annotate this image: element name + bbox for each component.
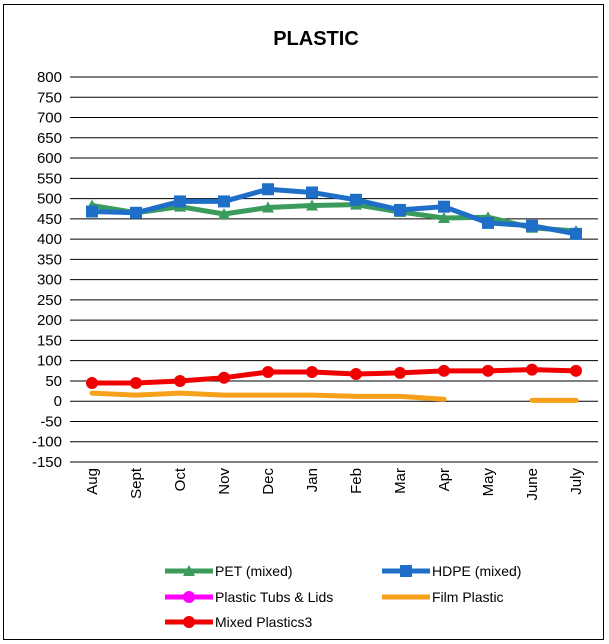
data-point [174, 374, 186, 387]
data-point [482, 216, 494, 229]
chart-title: PLASTIC [273, 28, 359, 50]
y-tick-label: 450 [37, 211, 62, 228]
legend-label: Plastic Tubs & Lids [215, 589, 333, 605]
data-point [174, 195, 186, 208]
series-line [89, 367, 579, 386]
legend-label: PET (mixed) [215, 563, 293, 579]
x-tick-label: Oct [172, 467, 189, 491]
data-point [394, 366, 406, 379]
series-line [89, 202, 579, 234]
x-tick-label: Apr [436, 468, 453, 491]
data-point [262, 201, 274, 213]
y-tick-label: 500 [37, 191, 62, 208]
data-point [218, 195, 230, 208]
data-point [306, 186, 318, 199]
x-tick-label: May [480, 468, 497, 497]
x-tick-label: Aug [84, 468, 101, 495]
y-tick-label: 550 [37, 170, 62, 187]
y-tick-label: 650 [37, 130, 62, 147]
series-mixed-plastics3 [86, 363, 582, 389]
data-point [262, 366, 274, 379]
legend-label: Mixed Plastics3 [215, 614, 312, 630]
x-tick-label: Sept [128, 467, 145, 499]
legend-swatch-marker [183, 616, 195, 628]
legend-label: HDPE (mixed) [432, 563, 521, 579]
y-tick-label: 700 [37, 110, 62, 127]
y-tick-label: -150 [32, 454, 62, 471]
y-tick-label: 800 [37, 69, 62, 86]
legend-entry: PET (mixed) [165, 563, 293, 579]
data-point [86, 376, 98, 389]
data-point [526, 363, 538, 376]
y-tick-label: 200 [37, 312, 62, 329]
data-point [526, 219, 538, 232]
legend-swatch-marker [183, 591, 195, 603]
y-tick-label: 350 [37, 251, 62, 268]
y-tick-label: 0 [54, 393, 62, 410]
x-tick-label: June [524, 468, 541, 501]
y-tick-label: 50 [45, 373, 62, 390]
legend-entry: Plastic Tubs & Lids [165, 589, 333, 605]
data-point [438, 200, 450, 213]
data-point [438, 212, 450, 224]
data-point [86, 205, 98, 218]
legend-swatch-marker [183, 565, 195, 576]
data-point [438, 364, 450, 377]
data-point [350, 368, 362, 381]
data-point [350, 193, 362, 206]
legend-entry: Film Plastic [382, 589, 504, 605]
y-tick-label: -50 [40, 413, 62, 430]
data-point [570, 364, 582, 377]
x-tick-label: Feb [348, 468, 365, 494]
series-line [89, 390, 447, 402]
legend-entry: Mixed Plastics3 [165, 614, 312, 630]
y-tick-label: 250 [37, 292, 62, 309]
data-point [262, 183, 274, 196]
legend-entry: HDPE (mixed) [382, 563, 521, 579]
data-point [394, 203, 406, 216]
y-tick-label: 100 [37, 353, 62, 370]
data-point [130, 376, 142, 389]
data-point [306, 199, 318, 211]
chart-frame [3, 4, 604, 640]
y-tick-label: 150 [37, 332, 62, 349]
x-tick-label: Dec [260, 468, 277, 495]
data-point [570, 227, 582, 240]
data-point [482, 364, 494, 377]
data-point [130, 206, 142, 219]
x-tick-label: Mar [392, 468, 409, 494]
series-hdpe-mixed [86, 183, 582, 240]
y-tick-label: 400 [37, 231, 62, 248]
y-tick-label: -100 [32, 434, 62, 451]
legend-label: Film Plastic [432, 589, 504, 605]
y-tick-label: 600 [37, 150, 62, 167]
y-tick-label: 750 [37, 89, 62, 106]
data-point [306, 366, 318, 379]
series-line [89, 186, 579, 237]
data-point [218, 371, 230, 384]
x-tick-label: July [568, 468, 585, 495]
y-tick-label: 300 [37, 272, 62, 289]
data-point [218, 207, 230, 219]
x-tick-label: Jan [304, 468, 321, 492]
legend-swatch-marker [400, 565, 412, 577]
series-film-plastic [89, 390, 579, 403]
x-tick-label: Nov [216, 468, 233, 495]
